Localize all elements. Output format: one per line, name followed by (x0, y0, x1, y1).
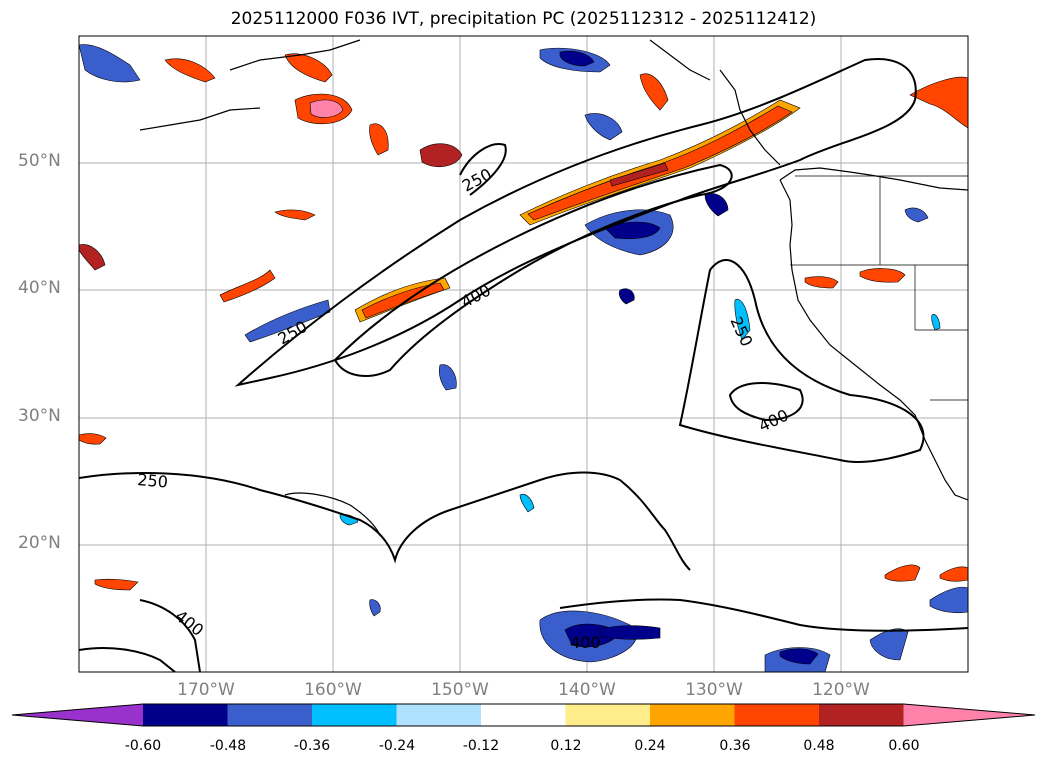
lat-label-40n: 40°N (18, 278, 61, 298)
map-title: 2025112000 F036 IVT, precipitation PC (2… (230, 9, 817, 29)
colorbar-tick: -0.24 (378, 738, 416, 754)
lon-label-170w: 170°W (177, 680, 235, 700)
colorbar-segment (650, 704, 735, 726)
lon-label-150w: 150°W (431, 680, 489, 700)
lat-label-20n: 20°N (18, 533, 61, 553)
map-frame (78, 35, 969, 673)
colorbar-segment (734, 704, 820, 726)
colorbar-tick: -0.60 (124, 738, 162, 754)
lon-label-120w: 120°W (812, 680, 870, 700)
colorbar-segment (396, 704, 482, 726)
colorbar-segment (819, 704, 904, 726)
state-borders (790, 175, 968, 401)
lon-label-140w: 140°W (558, 680, 616, 700)
colorbar-segment (312, 704, 397, 726)
colorbar-tick: 0.12 (550, 738, 582, 754)
colorbar-outline (11, 703, 1036, 727)
colorbar-extend-max (903, 704, 1035, 726)
colorbar-tick: 0.60 (888, 738, 920, 754)
coastlines (139, 39, 968, 536)
colorbar-tick: 0.24 (634, 738, 666, 754)
map-plot-area: 250 250 250 250 400 400 400 400 (79, 36, 968, 672)
contour-label-250-d: 250 (137, 470, 169, 492)
lon-label-160w: 160°W (304, 680, 362, 700)
colorbar-tick: -0.12 (462, 738, 500, 754)
colorbar-tick: -0.48 (209, 738, 247, 754)
lon-label-130w: 130°W (685, 680, 743, 700)
colorbar-segment (227, 704, 313, 726)
ivt-contours (79, 58, 968, 672)
colorbar-tick: 0.48 (803, 738, 835, 754)
colorbar-extend-min (12, 704, 143, 726)
precipitation-pc-shading (79, 44, 968, 672)
colorbar-segment (143, 704, 228, 726)
lat-label-50n: 50°N (18, 151, 61, 171)
colorbar-segment (565, 704, 651, 726)
colorbar (11, 703, 1036, 727)
colorbar-tick: 0.36 (719, 738, 751, 754)
colorbar-segment (481, 704, 566, 726)
colorbar-tick: -0.36 (293, 738, 331, 754)
contour-label-400-d: 400 (570, 633, 601, 652)
lat-label-30n: 30°N (18, 406, 61, 426)
